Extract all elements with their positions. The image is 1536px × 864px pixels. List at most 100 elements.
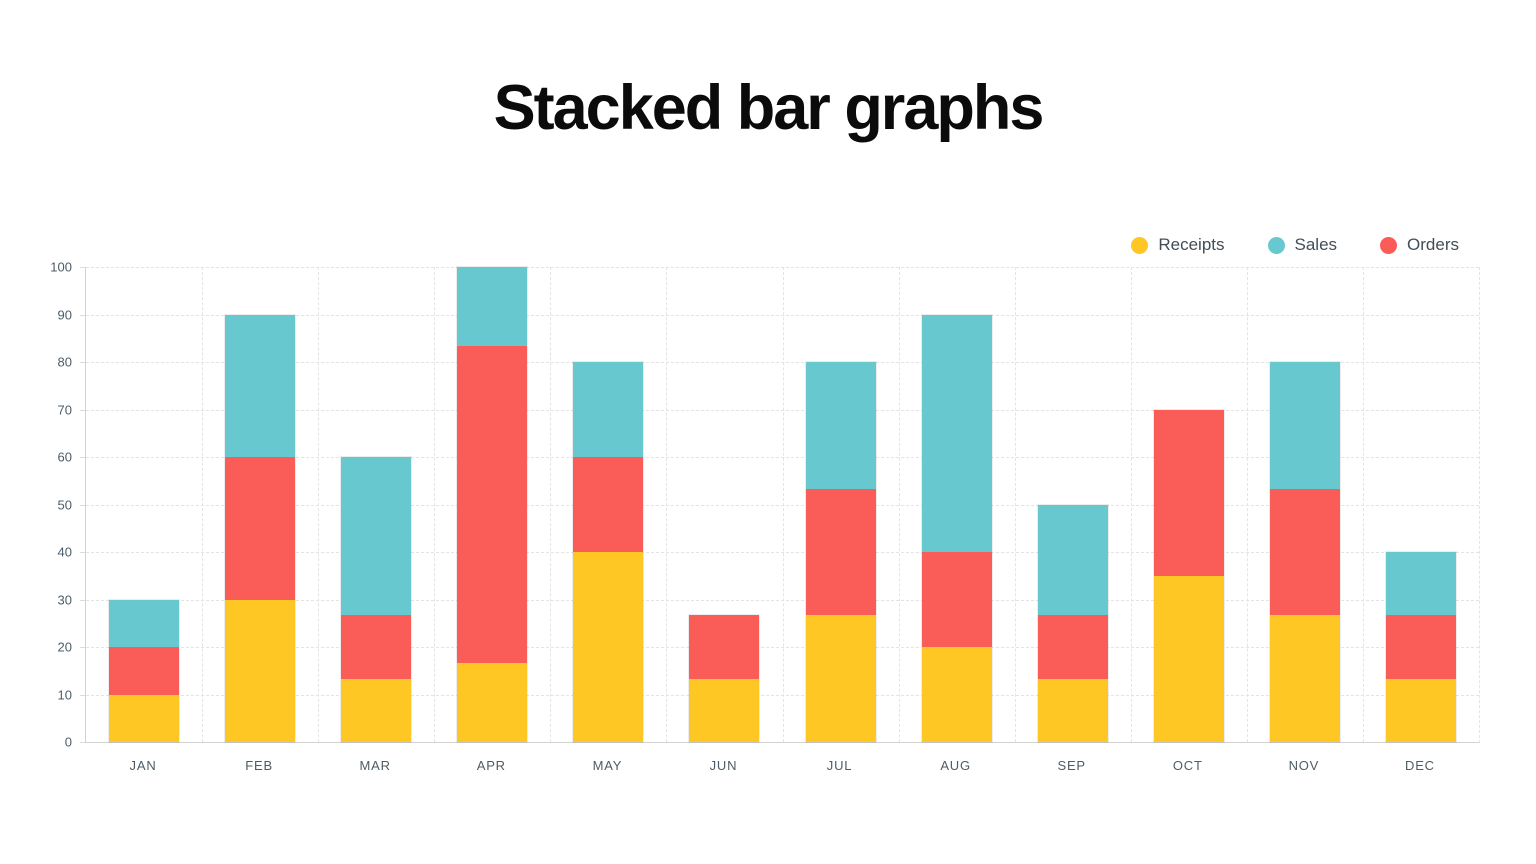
- bar-group-jul: [783, 267, 899, 742]
- bar-segment-sales: [573, 362, 644, 457]
- bar-segment-orders: [689, 615, 760, 679]
- y-tick-label: 70: [57, 402, 72, 417]
- bar-segment-sales: [1385, 552, 1456, 616]
- x-tick-label: JUL: [826, 758, 853, 773]
- gridline-v: [1130, 267, 1132, 742]
- bar-segment-orders: [109, 647, 180, 695]
- bar-segment-receipts: [1153, 575, 1224, 742]
- legend-swatch-icon: [1267, 236, 1285, 254]
- x-tick-label: AUG: [940, 758, 971, 773]
- bar-segment-sales: [457, 266, 528, 347]
- x-tick-label: MAY: [592, 758, 623, 773]
- gridline-v: [318, 267, 320, 742]
- bar-segment-sales: [109, 599, 180, 647]
- y-tick-mark: [80, 504, 85, 506]
- gridline-v: [1014, 267, 1016, 742]
- plot-area: [85, 266, 1480, 743]
- bar-group-oct: [1131, 267, 1247, 742]
- bar-segment-orders: [1269, 488, 1340, 616]
- x-tick-label: JUN: [709, 758, 738, 773]
- bar-stack: [1269, 361, 1340, 742]
- x-tick-label: SEP: [1057, 758, 1086, 773]
- bar-segment-orders: [341, 615, 412, 679]
- bar-group-feb: [202, 267, 318, 742]
- gridline-v: [434, 267, 436, 742]
- gridline-v: [782, 267, 784, 742]
- x-axis: JAN FEB MAR APR MAY JUN JUL AUG SEP OCT NOV DEC: [85, 758, 1478, 782]
- bar-segment-receipts: [1269, 615, 1340, 742]
- y-tick-mark: [80, 742, 85, 743]
- bar-segment-orders: [921, 552, 992, 647]
- legend-swatch-icon: [1380, 236, 1398, 254]
- y-tick-mark: [80, 647, 85, 648]
- x-tick-label: JAN: [129, 758, 157, 773]
- bar-stack: [225, 314, 296, 742]
- gridline-v: [202, 267, 204, 742]
- x-tick-label: DEC: [1405, 758, 1435, 773]
- x-tick-label: MAR: [359, 758, 391, 773]
- bar-segment-orders: [457, 346, 528, 663]
- bar-segment-receipts: [805, 615, 876, 742]
- bar-segment-orders: [1153, 409, 1224, 576]
- bar-group-aug: [899, 267, 1015, 742]
- bar-group-may: [550, 267, 666, 742]
- bar-segment-receipts: [1385, 678, 1456, 742]
- bar-group-jan: [86, 267, 202, 742]
- bar-segment-receipts: [921, 647, 992, 742]
- bar-segment-orders: [225, 457, 296, 600]
- bar-segment-receipts: [573, 552, 644, 742]
- y-tick-label: 0: [64, 734, 72, 750]
- y-tick-mark: [80, 552, 85, 553]
- y-tick-mark: [80, 409, 85, 411]
- bar-stack: [109, 599, 180, 742]
- bar-stack: [341, 457, 412, 742]
- bar-segment-sales: [805, 361, 876, 489]
- bar-segment-receipts: [341, 678, 412, 742]
- legend-item-sales[interactable]: Sales: [1267, 235, 1338, 255]
- y-tick-label: 80: [57, 354, 72, 370]
- y-tick-mark: [80, 267, 85, 268]
- legend-item-receipts[interactable]: Receipts: [1131, 235, 1225, 255]
- bar-stack: [573, 362, 644, 742]
- legend-swatch-icon: [1131, 236, 1149, 254]
- legend-label: Sales: [1294, 235, 1338, 254]
- y-tick-label: 30: [57, 592, 72, 607]
- y-tick-mark: [80, 314, 85, 316]
- y-tick-label: 20: [57, 639, 72, 655]
- bar-stack: [1153, 409, 1224, 742]
- bar-segment-sales: [341, 457, 412, 616]
- x-tick-label: FEB: [245, 758, 273, 773]
- bar-segment-orders: [573, 457, 644, 552]
- y-tick-mark: [80, 457, 85, 458]
- gridline-v: [898, 267, 900, 742]
- bar-segment-sales: [225, 314, 296, 457]
- bar-segment-receipts: [109, 694, 180, 742]
- bar-segment-receipts: [689, 678, 760, 742]
- bar-group-jun: [666, 267, 782, 742]
- x-tick-label: APR: [476, 758, 506, 773]
- bar-segment-orders: [1037, 615, 1108, 679]
- legend: Receipts Sales Orders: [1131, 235, 1459, 255]
- y-tick-label: 90: [57, 307, 72, 322]
- y-tick-label: 60: [57, 449, 72, 465]
- chart-title: Stacked bar graphs: [493, 73, 1045, 143]
- y-tick-label: 40: [57, 544, 72, 560]
- y-tick-label: 50: [57, 497, 72, 512]
- bar-stack: [457, 266, 528, 742]
- bar-group-sep: [1015, 267, 1131, 742]
- gridline-v: [666, 267, 668, 742]
- bar-segment-sales: [921, 314, 992, 552]
- bar-stack: [689, 615, 760, 742]
- bar-segment-orders: [805, 488, 876, 616]
- bar-group-mar: [318, 267, 434, 742]
- bar-stack: [1037, 504, 1108, 742]
- bar-segment-sales: [1037, 504, 1108, 616]
- bar-segment-receipts: [1037, 678, 1108, 742]
- legend-item-orders[interactable]: Orders: [1380, 235, 1459, 255]
- x-tick-label: NOV: [1288, 758, 1320, 773]
- bar-group-dec: [1363, 267, 1479, 742]
- bar-stack: [921, 314, 992, 742]
- gridline-v: [1246, 267, 1248, 742]
- bar-stack: [805, 361, 876, 742]
